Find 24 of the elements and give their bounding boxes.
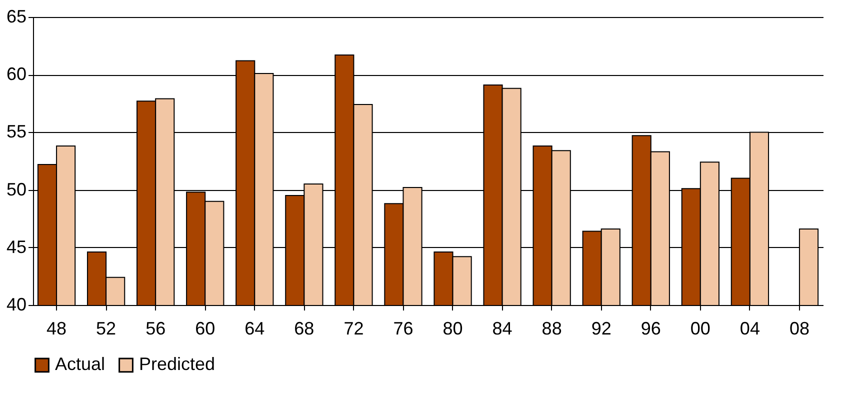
x-tick-label: 08	[789, 318, 810, 338]
y-tick-label: 45	[6, 236, 26, 257]
x-tick-label: 00	[690, 318, 710, 338]
x-tick-label: 96	[640, 318, 661, 338]
legend-label: Predicted	[139, 354, 216, 374]
y-tick-label: 50	[6, 179, 26, 200]
y-tick-label: 60	[6, 64, 26, 84]
y-tick-label: 65	[6, 6, 26, 26]
x-tick-label: 56	[146, 318, 166, 338]
x-tick-label: 68	[294, 318, 314, 338]
x-tick-label: 48	[46, 318, 67, 338]
legend-label: Actual	[55, 354, 106, 374]
x-tick-label: 52	[96, 318, 116, 338]
x-tick-label: 64	[244, 318, 265, 338]
x-tick-label: 92	[591, 318, 612, 338]
y-tick-label: 40	[6, 294, 26, 314]
x-tick-label: 76	[393, 318, 414, 338]
x-tick-label: 60	[195, 318, 216, 338]
y-tick-label: 55	[6, 122, 26, 142]
x-tick-label: 88	[542, 318, 562, 338]
x-tick-label: 72	[344, 318, 364, 338]
x-tick-label: 04	[740, 318, 760, 338]
x-tick-label: 80	[442, 318, 463, 338]
x-tick-label: 84	[492, 318, 512, 338]
